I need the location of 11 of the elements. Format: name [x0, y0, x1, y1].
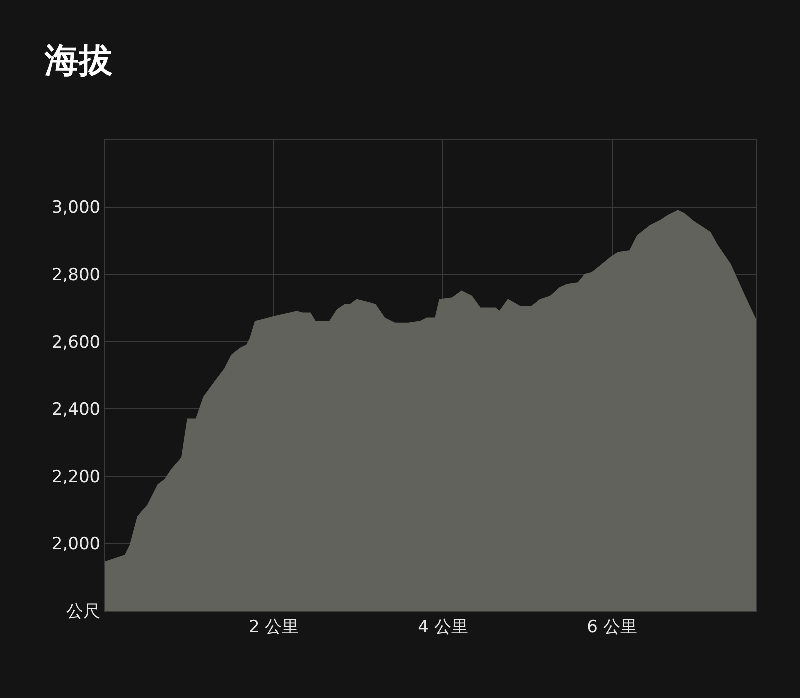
y-tick-label: 2,200: [52, 467, 101, 488]
y-tick-label: 2,800: [52, 266, 101, 286]
y-tick-label: 公尺: [66, 602, 101, 622]
y-tick-label: 2,400: [52, 400, 101, 420]
chart-title: 海拔: [44, 40, 113, 81]
x-tick-label: 6 公里: [587, 617, 638, 638]
y-tick-label: 3,000: [52, 198, 101, 218]
y-tick-label: 2,000: [52, 534, 101, 555]
x-tick-label: 2 公里: [248, 617, 300, 638]
x-tick-label: 4 公里: [418, 617, 468, 638]
y-tick-label: 2,600: [52, 332, 101, 353]
